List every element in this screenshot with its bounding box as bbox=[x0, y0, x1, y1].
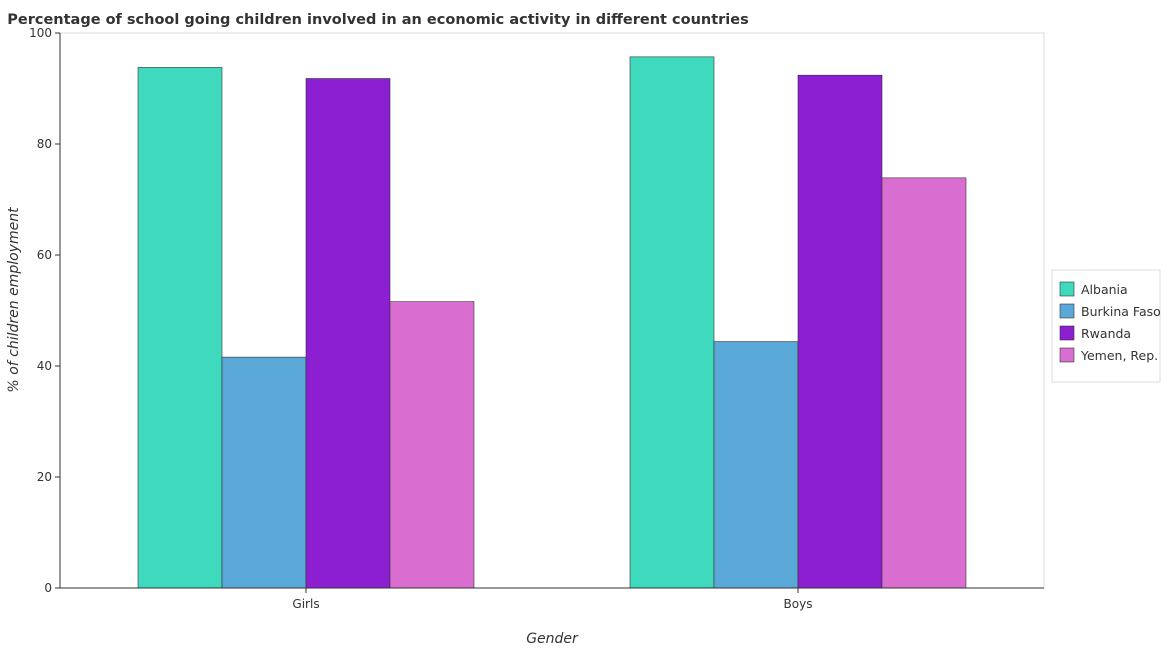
bar-albania-girls bbox=[137, 67, 223, 589]
bar-rwanda-girls bbox=[305, 78, 391, 589]
y-tick-label: 100 bbox=[29, 26, 52, 40]
legend-label: Albania bbox=[1081, 282, 1128, 297]
legend-swatch bbox=[1059, 325, 1075, 341]
x-tick-label: Boys bbox=[784, 597, 813, 611]
bar-burkina-faso-boys bbox=[713, 341, 799, 589]
chart-title: Percentage of school going children invo… bbox=[7, 12, 749, 28]
y-axis: 0 20 40 60 80 100 bbox=[29, 26, 61, 595]
bar-albania-boys bbox=[629, 56, 715, 589]
legend: Albania Burkina Faso Rwanda Yemen, Rep. bbox=[1051, 269, 1161, 383]
legend-swatch bbox=[1059, 281, 1075, 297]
legend-label: Rwanda bbox=[1081, 326, 1131, 341]
y-tick-label: 60 bbox=[37, 248, 52, 262]
bar-yemen-rep--boys bbox=[881, 177, 967, 589]
bar-rwanda-boys bbox=[797, 74, 883, 589]
y-tick-label: 40 bbox=[37, 359, 52, 373]
legend-swatch bbox=[1059, 303, 1075, 319]
y-axis-label: % of children employment bbox=[6, 207, 22, 393]
legend-label: Burkina Faso bbox=[1081, 304, 1161, 319]
y-tick-label: 0 bbox=[44, 581, 52, 595]
y-tick-label: 20 bbox=[37, 470, 52, 484]
x-tick-label: Girls bbox=[292, 597, 319, 611]
legend-swatch bbox=[1059, 347, 1075, 363]
bar-yemen-rep--girls bbox=[389, 301, 475, 589]
x-axis: Girls Boys bbox=[60, 587, 1044, 611]
bar-burkina-faso-girls bbox=[221, 356, 307, 589]
legend-label: Yemen, Rep. bbox=[1080, 348, 1158, 363]
y-tick-label: 80 bbox=[37, 137, 52, 151]
x-axis-label: Gender bbox=[526, 631, 579, 647]
plot-area bbox=[59, 32, 1045, 589]
